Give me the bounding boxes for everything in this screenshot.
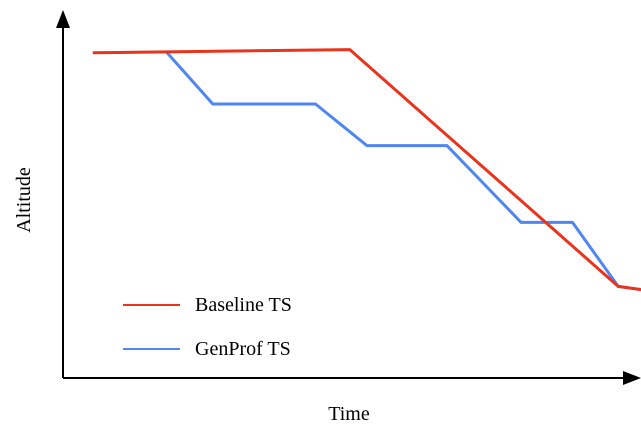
series-line-genprof-ts: [165, 51, 641, 292]
series-line-baseline-ts: [92, 48, 641, 292]
y-axis-label: Altitude: [13, 167, 35, 233]
x-axis-arrowhead: [623, 371, 641, 385]
legend: Baseline TS GenProf TS: [123, 294, 292, 360]
x-axis-label: Time: [328, 403, 370, 425]
axes: [56, 10, 641, 385]
series-layer: [92, 48, 641, 292]
legend-label-genprof-ts: GenProf TS: [195, 338, 291, 360]
y-axis-arrowhead: [56, 10, 70, 28]
legend-label-baseline-ts: Baseline TS: [195, 294, 292, 316]
